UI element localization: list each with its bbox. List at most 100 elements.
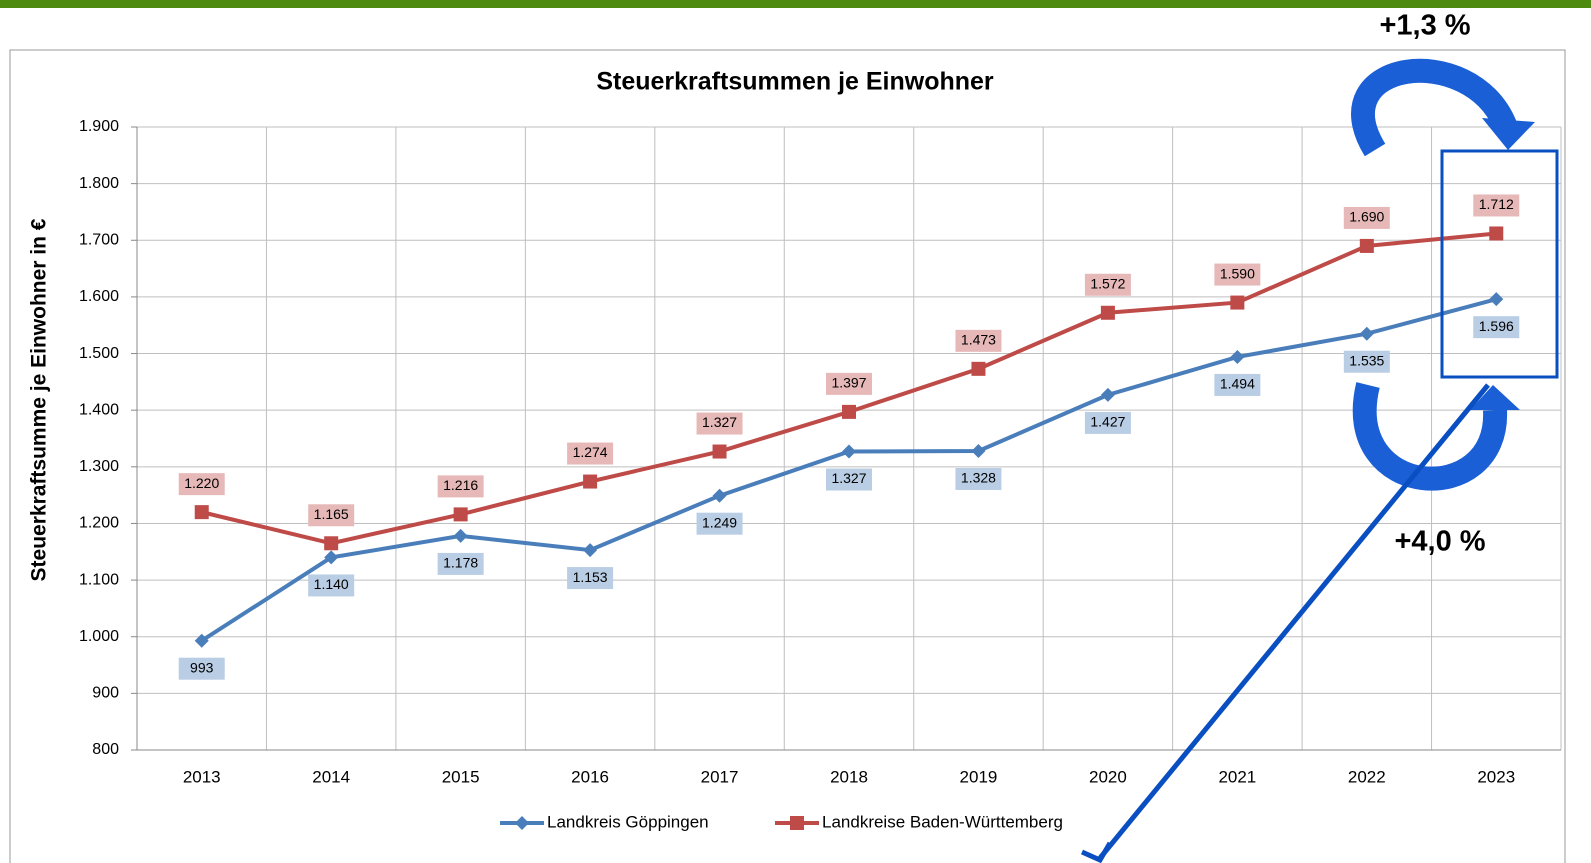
data-label-bg bbox=[826, 372, 872, 395]
data-label-bg bbox=[1473, 316, 1520, 339]
data-label: 1.327 bbox=[831, 470, 866, 486]
data-label: 1.274 bbox=[573, 444, 608, 460]
y-tick-label: 1.500 bbox=[79, 345, 119, 362]
data-label: 1.596 bbox=[1479, 318, 1514, 334]
y-tick-label: 1.100 bbox=[79, 571, 119, 588]
data-label-bg bbox=[826, 468, 872, 491]
x-tick-label: 2023 bbox=[1477, 767, 1515, 786]
legend-marker bbox=[790, 816, 804, 830]
marker bbox=[1489, 226, 1504, 241]
marker bbox=[971, 361, 986, 376]
data-label: 1.473 bbox=[961, 332, 996, 348]
data-label: 1.590 bbox=[1220, 265, 1255, 281]
y-tick-label: 1.000 bbox=[79, 628, 119, 645]
data-label-bg bbox=[1343, 350, 1390, 373]
y-tick-label: 1.200 bbox=[79, 515, 119, 532]
x-tick-label: 2014 bbox=[312, 767, 350, 786]
x-tick-label: 2020 bbox=[1089, 767, 1127, 786]
chart-title: Steuerkraftsummen je Einwohner bbox=[596, 68, 994, 96]
plot: 800 900 1.000 1.100 1.200 1.300 1.400 1.500 1.60… bbox=[79, 118, 1562, 831]
pointer-tail bbox=[1080, 841, 1113, 863]
data-label: 1.220 bbox=[184, 475, 219, 491]
marker bbox=[842, 404, 856, 419]
marker bbox=[971, 443, 986, 458]
y-tick-label: 1.700 bbox=[79, 231, 119, 248]
marker bbox=[583, 474, 598, 489]
x-tick-label: 2017 bbox=[701, 767, 739, 786]
y-tick-label: 1.600 bbox=[79, 288, 119, 305]
chart-frame bbox=[9, 49, 1566, 863]
x-tick-label: 2019 bbox=[960, 767, 998, 786]
y-tick-label: 1.300 bbox=[79, 458, 119, 475]
y-tick-label: 1.900 bbox=[79, 118, 119, 135]
pointer-line bbox=[1098, 383, 1490, 860]
x-tick-label: 2016 bbox=[571, 767, 609, 786]
marker bbox=[453, 528, 468, 543]
data-label-bg bbox=[1214, 263, 1261, 286]
data-label: 1.397 bbox=[831, 375, 866, 391]
data-label: 1.216 bbox=[443, 477, 478, 493]
data-label: 993 bbox=[190, 659, 214, 675]
data-label: 1.178 bbox=[443, 555, 478, 571]
data-label-bg bbox=[178, 657, 225, 680]
marker bbox=[842, 444, 856, 459]
marker bbox=[1100, 305, 1115, 320]
y-tick-label: 800 bbox=[92, 741, 119, 758]
data-label-bg bbox=[1084, 273, 1131, 296]
data-label-bg bbox=[955, 467, 1002, 490]
data-label: 1.535 bbox=[1349, 352, 1384, 368]
data-label: 1.494 bbox=[1220, 376, 1255, 392]
y-tick-label: 1.800 bbox=[79, 175, 119, 192]
marker bbox=[324, 550, 339, 565]
data-label-bg bbox=[1084, 411, 1131, 434]
data-label-bg bbox=[567, 567, 614, 590]
data-label: 1.572 bbox=[1090, 275, 1125, 291]
x-tick-label: 2022 bbox=[1348, 767, 1386, 786]
marker bbox=[1100, 387, 1115, 402]
marker bbox=[712, 444, 727, 459]
arrow-head bbox=[1482, 118, 1535, 150]
marker bbox=[1230, 295, 1245, 310]
marker bbox=[1230, 349, 1245, 364]
annotation: +1,3 % bbox=[1379, 10, 1470, 42]
x-tick-label: 2013 bbox=[183, 767, 221, 786]
top-bar bbox=[0, 0, 1591, 8]
data-label: 1.427 bbox=[1090, 414, 1125, 430]
data-label-bg bbox=[1214, 373, 1261, 396]
highlight-box bbox=[1440, 149, 1559, 379]
marker bbox=[712, 488, 727, 503]
data-label: 1.249 bbox=[702, 514, 737, 530]
annotation: +4,0 % bbox=[1394, 526, 1485, 558]
data-label-bg bbox=[696, 412, 743, 435]
data-label-bg bbox=[1343, 206, 1390, 229]
data-label: 1.140 bbox=[314, 576, 349, 592]
data-label: 1.712 bbox=[1479, 196, 1514, 212]
curved-arrow-top bbox=[1351, 58, 1517, 157]
marker bbox=[1359, 238, 1374, 253]
marker bbox=[1359, 326, 1374, 341]
legend-label: Landkreise Baden-Württemberg bbox=[822, 812, 1063, 831]
marker bbox=[194, 633, 209, 648]
x-tick-label: 2018 bbox=[830, 767, 868, 786]
arrow-head bbox=[1470, 385, 1520, 410]
y-tick-label: 1.400 bbox=[79, 401, 119, 418]
legend-label: Landkreis Göppingen bbox=[547, 812, 709, 831]
marker bbox=[583, 543, 598, 558]
data-label-bg bbox=[696, 512, 743, 535]
curved-arrow-bottom bbox=[1352, 382, 1508, 491]
y-tick-label: 900 bbox=[92, 685, 119, 702]
data-label: 1.328 bbox=[961, 470, 996, 486]
data-label: 1.327 bbox=[702, 414, 737, 430]
legend-marker bbox=[515, 816, 529, 830]
data-label-bg bbox=[308, 574, 355, 597]
y-axis-label: Steuerkraftsumme je Einwohner in € bbox=[28, 218, 51, 581]
data-label-bg bbox=[955, 329, 1002, 352]
marker bbox=[194, 505, 209, 520]
data-label: 1.153 bbox=[573, 569, 608, 585]
data-label-bg bbox=[1473, 194, 1520, 217]
x-tick-label: 2021 bbox=[1218, 767, 1256, 786]
data-label-bg bbox=[437, 552, 484, 575]
data-label-bg bbox=[567, 442, 614, 465]
data-label: 1.165 bbox=[314, 506, 349, 522]
data-label-bg bbox=[437, 475, 484, 498]
